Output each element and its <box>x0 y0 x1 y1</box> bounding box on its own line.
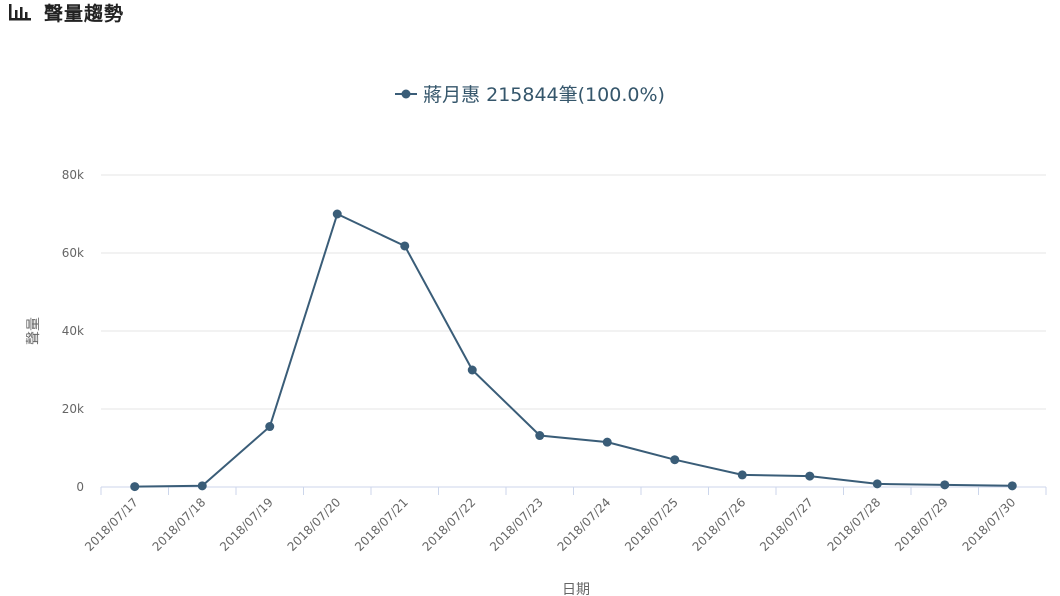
bar-chart-icon <box>9 4 31 21</box>
grid-lines <box>101 174 1046 410</box>
data-point[interactable] <box>1007 481 1017 491</box>
data-point[interactable] <box>737 470 747 480</box>
data-point[interactable] <box>602 437 612 447</box>
x-tick-label: 2018/07/18 <box>150 495 209 554</box>
x-tick-label: 2018/07/24 <box>555 495 614 554</box>
x-axis-title: 日期 <box>562 582 590 596</box>
series-line <box>134 212 1013 488</box>
data-points <box>130 209 1017 492</box>
y-tick-label: 0 <box>76 480 84 494</box>
y-axis-title: 聲量 <box>25 317 42 345</box>
x-tick-label: 2018/07/27 <box>757 495 816 554</box>
data-point[interactable] <box>197 481 207 491</box>
x-tick-label: 2018/07/23 <box>487 495 546 554</box>
data-point[interactable] <box>467 365 477 375</box>
y-tick-label: 80k <box>62 168 84 182</box>
x-tick-label: 2018/07/28 <box>825 495 884 554</box>
y-tick-label: 40k <box>62 324 84 338</box>
x-axis-tick-labels: 2018/07/17 2018/07/18 2018/07/19 2018/07/20… <box>82 495 1018 554</box>
legend-label: 蔣月惠 215844筆(100.0%) <box>423 84 665 106</box>
data-point[interactable] <box>940 480 950 490</box>
y-axis-tick-labels: 0 20k 40k 60k 80k <box>62 168 84 494</box>
chart-legend[interactable]: 蔣月惠 215844筆(100.0%) <box>0 80 1060 107</box>
x-tick-label: 2018/07/25 <box>622 495 681 554</box>
x-tick-label: 2018/07/29 <box>892 495 951 554</box>
chart-header: 聲量趨勢 <box>8 0 125 25</box>
x-tick-label: 2018/07/30 <box>960 495 1019 554</box>
y-tick-label: 20k <box>62 402 84 416</box>
data-point[interactable] <box>265 422 275 432</box>
data-point[interactable] <box>535 431 545 441</box>
x-tick-label: 2018/07/19 <box>217 495 276 554</box>
x-tick-label: 2018/07/22 <box>420 495 479 554</box>
x-tick-label: 2018/07/26 <box>690 495 749 554</box>
data-point[interactable] <box>805 471 815 481</box>
y-tick-label: 60k <box>62 246 84 260</box>
page-title: 聲量趨勢 <box>44 2 125 25</box>
x-axis <box>100 486 1047 495</box>
data-point[interactable] <box>130 482 140 492</box>
data-point[interactable] <box>872 479 882 489</box>
x-tick-label: 2018/07/20 <box>285 495 344 554</box>
x-tick-label: 2018/07/21 <box>352 495 411 554</box>
data-point[interactable] <box>670 455 680 465</box>
legend-line-marker-icon <box>395 89 418 98</box>
x-tick-label: 2018/07/17 <box>82 495 141 554</box>
data-point[interactable] <box>332 209 342 219</box>
data-point[interactable] <box>400 241 410 251</box>
